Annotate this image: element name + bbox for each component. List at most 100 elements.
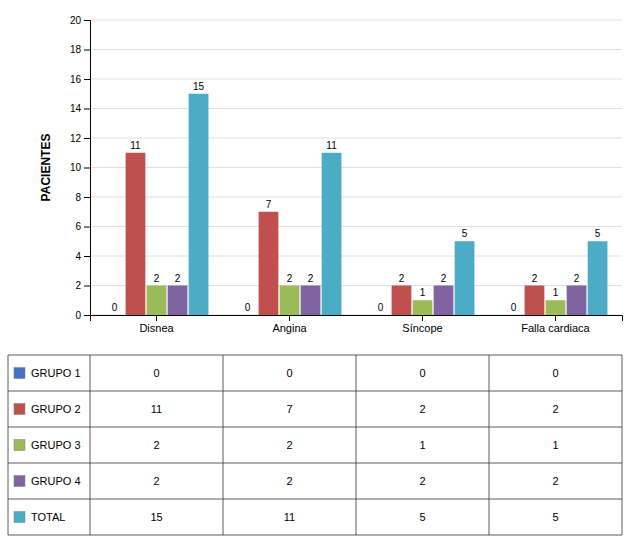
- y-tick: 10: [70, 162, 90, 173]
- grid-line: [90, 79, 622, 80]
- table-swatch: [14, 368, 25, 379]
- y-tick: 12: [70, 133, 90, 144]
- data-label: 0: [511, 302, 517, 313]
- table-value: 2: [286, 475, 292, 487]
- data-label: 11: [326, 140, 337, 151]
- table-rule: [489, 355, 490, 535]
- bar: [301, 286, 321, 316]
- x-axis: Disnea Angina Síncope Falla cardiaca: [91, 315, 623, 334]
- y-tick-label: 6: [75, 221, 81, 232]
- bar: [238, 315, 258, 316]
- y-tick-label: 10: [70, 162, 82, 173]
- table-row-label: TOTAL: [31, 511, 65, 523]
- bar: [371, 315, 391, 316]
- data-label: 1: [420, 287, 426, 298]
- y-tick: 16: [70, 74, 90, 85]
- table-swatch: [14, 440, 25, 451]
- y-tick-label: 2: [75, 280, 81, 291]
- table-value: 0: [286, 367, 292, 379]
- table-rule: [8, 463, 622, 464]
- y-tick-label: 0: [75, 310, 81, 321]
- table-rule: [90, 355, 91, 535]
- data-label: 2: [441, 273, 447, 284]
- y-axis-title: PACIENTES: [39, 134, 53, 202]
- bar: [413, 300, 433, 315]
- bar: [525, 286, 545, 316]
- data-label: 2: [399, 273, 405, 284]
- bar: [168, 286, 188, 316]
- data-label: 0: [245, 302, 251, 313]
- grid-line: [90, 167, 622, 168]
- table-rule: [8, 355, 622, 356]
- data-label: 2: [574, 273, 580, 284]
- y-tick-label: 4: [75, 251, 81, 262]
- y-tick-mark: [84, 79, 90, 80]
- y-tick-label: 14: [70, 103, 82, 114]
- y-tick-mark: [84, 138, 90, 139]
- bar: [392, 286, 412, 316]
- table-rule: [8, 427, 622, 428]
- table-value: 7: [286, 403, 292, 415]
- data-label: 5: [595, 228, 601, 239]
- table-rule: [8, 499, 622, 500]
- y-tick-mark: [84, 286, 90, 287]
- bars: [126, 94, 608, 315]
- bar: [189, 94, 209, 315]
- chart: 0246810121416182000001172222112222151155…: [0, 0, 637, 554]
- table-rule: [622, 355, 623, 535]
- table-value: 0: [419, 367, 425, 379]
- plot-area: 0246810121416182000001172222112222151155…: [70, 15, 623, 334]
- grid-line: [90, 49, 622, 50]
- table-row-label: GRUPO 4: [31, 475, 81, 487]
- data-label: 2: [532, 273, 538, 284]
- grid-line: [90, 108, 622, 109]
- data-label: 5: [462, 228, 468, 239]
- y-tick-label: 18: [70, 44, 82, 55]
- bar: [546, 300, 566, 315]
- x-axis-line: [91, 316, 623, 322]
- table-value: 2: [419, 403, 425, 415]
- table-value: 0: [153, 367, 159, 379]
- bar: [322, 153, 342, 315]
- bar: [567, 286, 587, 316]
- table-rule: [8, 355, 9, 535]
- y-tick-label: 8: [75, 192, 81, 203]
- x-tick-label: Disnea: [139, 322, 174, 334]
- y-tick-mark: [84, 168, 90, 169]
- grid: [90, 20, 622, 315]
- table-rule: [8, 535, 622, 536]
- y-tick: 2: [75, 280, 90, 291]
- table-row-label: GRUPO 1: [31, 367, 81, 379]
- data-label: 0: [378, 302, 384, 313]
- y-tick-mark: [84, 197, 90, 198]
- y-axis-line: [84, 21, 91, 316]
- data-label: 0: [112, 302, 118, 313]
- table-swatch: [14, 404, 25, 415]
- y-tick-mark: [84, 109, 90, 110]
- y-tick-mark: [84, 256, 90, 257]
- bar: [126, 153, 146, 315]
- table-rule: [8, 391, 622, 392]
- table-row-label: GRUPO 2: [31, 403, 81, 415]
- y-tick: 4: [75, 251, 90, 262]
- data-label: 7: [266, 199, 272, 210]
- table-swatch: [14, 512, 25, 523]
- data-label: 2: [154, 273, 160, 284]
- y-tick-mark: [84, 50, 90, 51]
- table-value: 2: [153, 439, 159, 451]
- table-value: 0: [552, 367, 558, 379]
- x-tick-label: Angina: [272, 322, 307, 334]
- table-value: 1: [419, 439, 425, 451]
- x-tick: Falla cardiaca: [521, 315, 590, 334]
- table-value: 2: [552, 475, 558, 487]
- bar: [259, 212, 279, 315]
- x-tick-label: Síncope: [402, 322, 442, 334]
- bar: [105, 315, 125, 316]
- data-label: 1: [553, 287, 559, 298]
- bar: [504, 315, 524, 316]
- x-tick: Síncope: [402, 315, 442, 334]
- bar: [455, 241, 475, 315]
- table-row-label: GRUPO 3: [31, 439, 81, 451]
- table-rule: [223, 355, 224, 535]
- x-tick: Disnea: [139, 315, 174, 334]
